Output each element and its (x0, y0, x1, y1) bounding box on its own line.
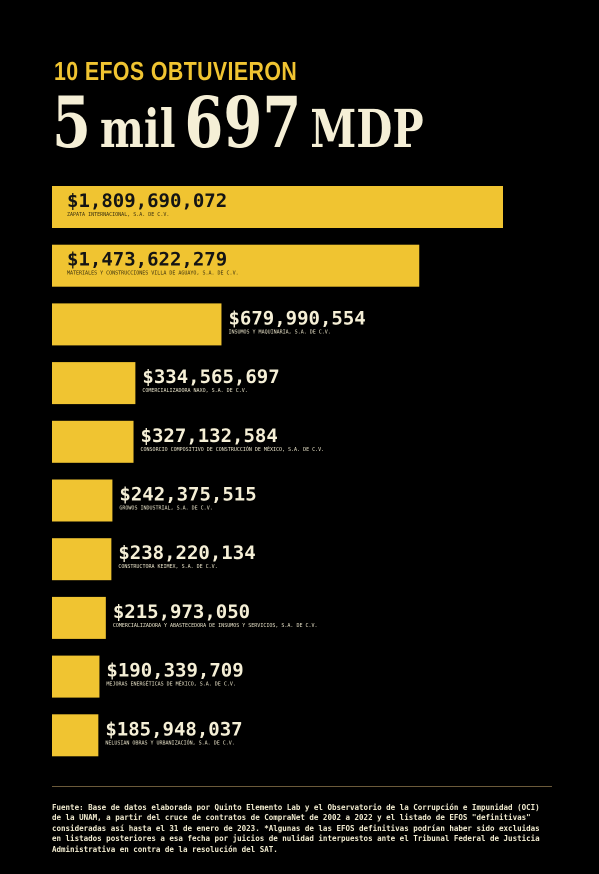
footer-divider (52, 786, 552, 787)
bar-3 (52, 303, 222, 346)
bar-5 (52, 420, 134, 463)
value-label-5: $327,132,584 (141, 425, 278, 447)
bar-1 (52, 186, 503, 228)
headline-unit: MDP (310, 99, 424, 160)
value-label-4: $334,565,697 (142, 366, 279, 388)
category-label-4: COMERCIALIZADORA NAXO, S.A. DE C.V. (142, 388, 247, 394)
category-label-7: CONSTRUCTORA KEIMEX, S.A. DE C.V. (118, 564, 217, 570)
value-label-3: $679,990,554 (228, 307, 365, 329)
bar-6 (52, 479, 113, 522)
category-label-8: COMERCIALIZADORA Y ABASTECEDORA DE INSUM… (113, 623, 318, 629)
category-label-2: MATERIALES Y CONSTRUCCIONES VILLA DE AGU… (67, 271, 239, 277)
category-label-5: CONSORCIO COMPOSITIVO DE CONSTRUCCIÓN DE… (141, 445, 325, 453)
headline-number-thousands: 5 (52, 81, 91, 164)
chart-headline: 5 mil 697 MDP (52, 88, 424, 158)
bar-9 (52, 655, 100, 698)
category-label-3: INSUMOS Y MAQUINARIA, S.A. DE C.V. (228, 329, 330, 335)
category-label-10: NELUSIAN OBRAS Y URBANIZACIÓN, S.A. DE C… (105, 739, 234, 746)
category-label-6: GROWOS INDUSTRIAL, S.A. DE C.V. (119, 506, 212, 512)
value-label-10: $185,948,037 (105, 718, 242, 740)
value-label-2: $1,473,622,279 (67, 249, 227, 271)
bar-2 (52, 244, 420, 287)
bar-7 (52, 538, 112, 581)
headline-word-mil: mil (99, 99, 176, 160)
chart-kicker: 10 EFOS OBTUVIERON (54, 56, 298, 86)
category-label-9: MEJORAS ENERGÉTICAS DE MÉXICO, S.A. DE C… (106, 680, 235, 688)
value-label-9: $190,339,709 (106, 660, 243, 682)
category-label-1: ZAPATA INTERNACIONAL, S.A. DE C.V. (67, 212, 169, 218)
bar-4 (52, 362, 136, 405)
value-label-1: $1,809,690,072 (67, 190, 227, 212)
bar-10 (52, 714, 99, 757)
value-label-6: $242,375,515 (119, 484, 256, 506)
headline-number-millions: 697 (184, 81, 302, 164)
source-note: Fuente: Base de datos elaborada por Quin… (52, 803, 540, 854)
value-label-8: $215,973,050 (113, 601, 250, 623)
value-label-7: $238,220,134 (118, 542, 255, 564)
bar-8 (52, 596, 106, 639)
